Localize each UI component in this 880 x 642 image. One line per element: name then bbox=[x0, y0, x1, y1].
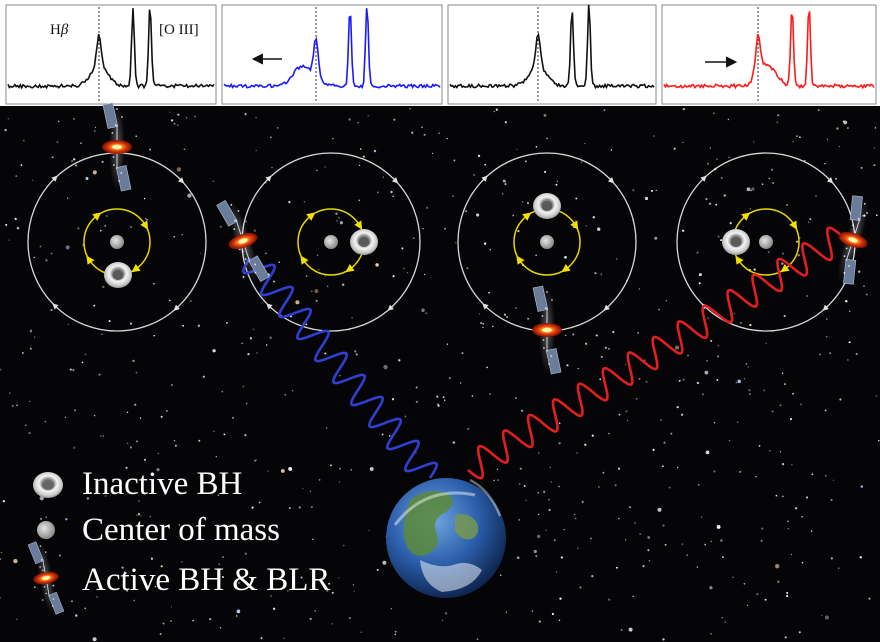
inner-orbit-arrow bbox=[735, 255, 744, 265]
orbit-direction-arrow bbox=[173, 304, 180, 311]
inner-orbit-arrow bbox=[570, 220, 579, 230]
orbit-direction-arrow bbox=[603, 304, 610, 311]
orbit-system-2 bbox=[241, 152, 421, 332]
active-bh-icon bbox=[216, 199, 270, 283]
orbit-systems bbox=[27, 152, 856, 332]
active-bh-icon bbox=[27, 541, 65, 615]
orbit-direction-arrow bbox=[482, 303, 489, 310]
legend-label-center-of-mass: Center of mass bbox=[82, 512, 280, 548]
inner-orbit-arrow bbox=[306, 212, 316, 221]
orbit-direction-arrow bbox=[481, 175, 488, 182]
orbit-direction-arrow bbox=[826, 177, 834, 184]
inner-orbit-arrow bbox=[140, 220, 149, 230]
inner-orbit-arrow bbox=[354, 220, 363, 230]
spectrum-line-1 bbox=[7, 8, 215, 90]
starfield bbox=[0, 107, 880, 642]
inactive-bh-icon bbox=[350, 229, 378, 255]
inactive-bh-icon bbox=[104, 262, 132, 288]
inner-orbit-arrow bbox=[561, 263, 571, 273]
center-of-mass-icon bbox=[540, 235, 554, 249]
inner-orbit-arrow bbox=[345, 263, 355, 273]
active-black-holes bbox=[102, 102, 869, 375]
spectra-panels: Hβ [O III] bbox=[5, 4, 877, 105]
center-of-mass-icon bbox=[759, 235, 773, 249]
orbit-direction-arrow bbox=[177, 177, 185, 184]
inner-orbit-arrow bbox=[92, 212, 102, 221]
spectrum-line-3 bbox=[449, 4, 655, 90]
legend-label-active-bh: Active BH & BLR bbox=[82, 562, 330, 598]
orbit-direction-arrow bbox=[51, 175, 58, 182]
legend: Inactive BH Center of mass Active BH & B… bbox=[27, 466, 330, 615]
earth-icon bbox=[386, 478, 506, 598]
legend-label-inactive-bh: Inactive BH bbox=[82, 466, 242, 502]
blueshifted-light-wave bbox=[242, 257, 438, 479]
inner-orbit-arrow bbox=[780, 263, 790, 273]
legend-center-of-mass-icon bbox=[37, 521, 55, 539]
center-of-mass-icon bbox=[110, 235, 124, 249]
orbit-system-3 bbox=[457, 152, 637, 332]
legend-inactive-bh-icon bbox=[33, 472, 63, 498]
center-of-mass-icon bbox=[324, 235, 338, 249]
inner-orbit-arrow bbox=[516, 255, 525, 265]
inner-orbit-arrow bbox=[789, 220, 798, 230]
orbit-direction-arrow bbox=[700, 175, 707, 182]
spectrum-line-2 bbox=[223, 8, 441, 90]
inner-orbit-arrow bbox=[522, 212, 532, 221]
orbit-direction-arrow bbox=[265, 175, 272, 182]
active-bh-icon bbox=[102, 102, 132, 192]
inner-orbit-arrow bbox=[131, 263, 141, 273]
oiii-label: [O III] bbox=[159, 22, 199, 38]
spectrum-panel-4 bbox=[661, 4, 877, 105]
orbit-direction-arrow bbox=[266, 303, 273, 310]
inner-orbit-arrow bbox=[86, 255, 95, 265]
orbit-direction-arrow bbox=[52, 303, 59, 310]
orbit-direction-arrow bbox=[607, 177, 615, 184]
active-bh-icon bbox=[532, 285, 562, 375]
spectrum-line-4 bbox=[663, 11, 875, 90]
spectrum-panel-3 bbox=[447, 4, 657, 105]
hbeta-label: Hβ bbox=[50, 22, 69, 38]
orbit-direction-arrow bbox=[387, 304, 394, 311]
redshifted-light-wave bbox=[467, 226, 843, 480]
active-bh-icon bbox=[837, 195, 869, 285]
spectrum-panel-2 bbox=[221, 4, 443, 105]
spectrum-panel-1 bbox=[5, 4, 217, 105]
orbit-direction-arrow bbox=[822, 304, 829, 311]
legend-active-bh-icon bbox=[27, 541, 65, 615]
inactive-bh-icon bbox=[533, 193, 561, 219]
orbit-direction-arrow bbox=[391, 177, 399, 184]
inactive-bh-icon bbox=[722, 229, 750, 255]
inner-orbit-arrow bbox=[741, 212, 751, 221]
orbit-system-4 bbox=[676, 152, 856, 332]
inner-orbit-arrow bbox=[300, 255, 309, 265]
